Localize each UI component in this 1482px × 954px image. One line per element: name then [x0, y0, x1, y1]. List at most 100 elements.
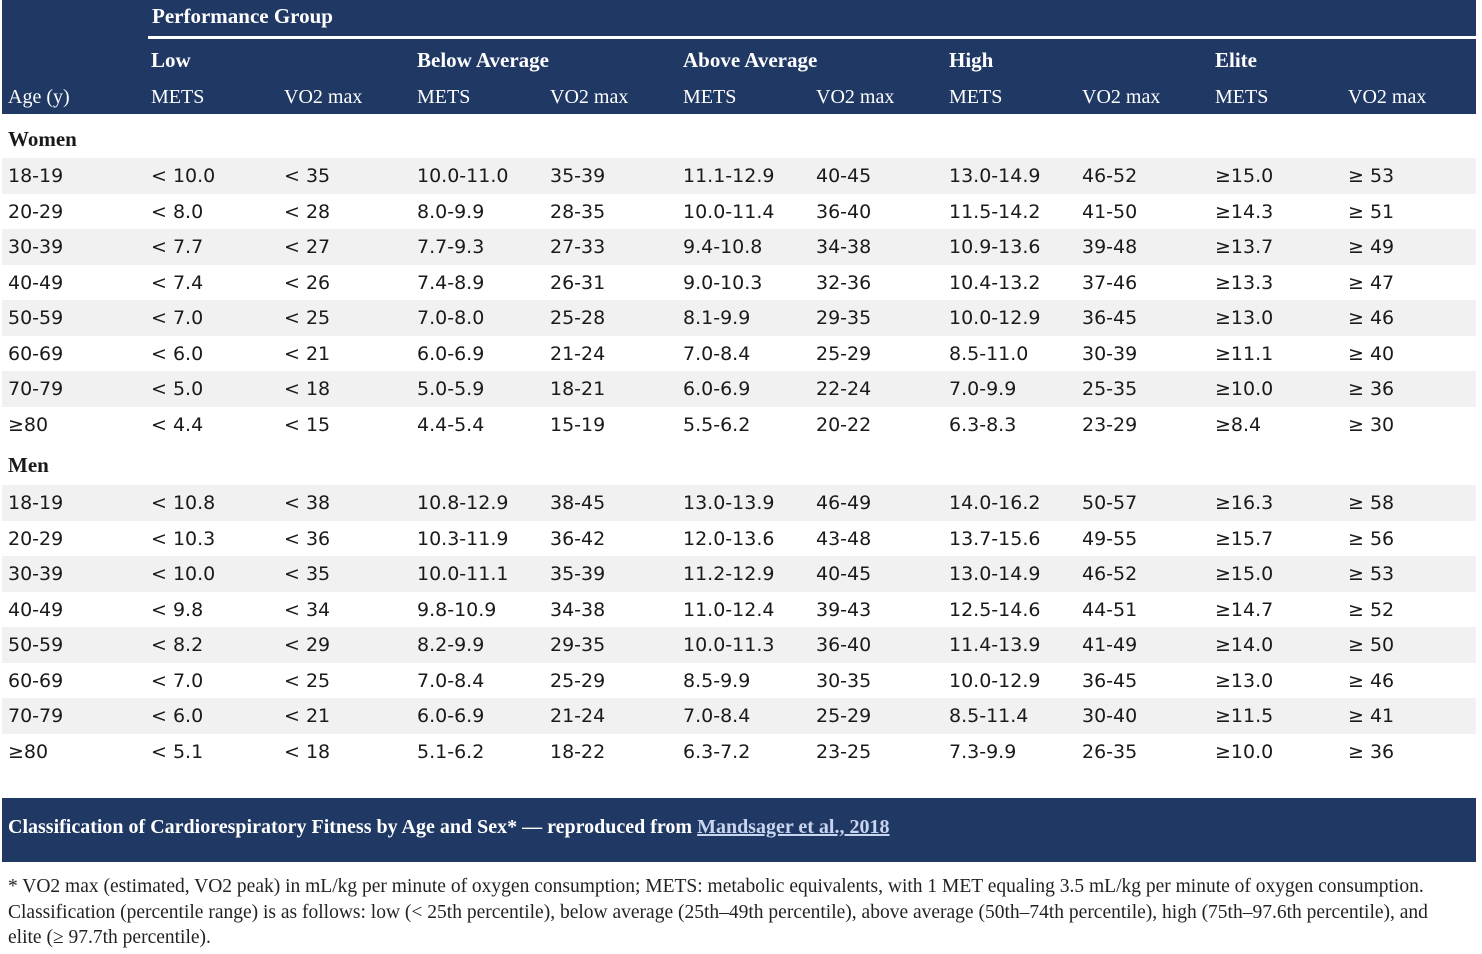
cell-age: 30-39 — [8, 236, 64, 258]
cell-below-avg-vo2: 21-24 — [550, 705, 606, 727]
cell-low-vo2: < 21 — [284, 705, 331, 727]
cell-high-mets: 13.0-14.9 — [949, 165, 1041, 187]
cell-high-vo2: 46-52 — [1082, 563, 1138, 585]
cell-below-avg-mets: 5.1-6.2 — [417, 740, 485, 763]
section-label-women: Women — [8, 127, 77, 151]
cell-age: 20-29 — [8, 527, 64, 550]
cell-high-mets: 6.3-8.3 — [949, 413, 1017, 436]
cell-high-mets: 12.5-14.6 — [949, 598, 1041, 621]
cell-low-vo2: < 29 — [284, 634, 331, 656]
cell-high-vo2: 26-35 — [1082, 740, 1138, 763]
cell-above-avg-mets: 7.0-8.4 — [683, 705, 751, 727]
cell-below-avg-mets: 8.0-9.9 — [417, 200, 485, 223]
cell-elite-mets: ≥15.7 — [1215, 527, 1274, 550]
cell-low-mets: < 7.4 — [151, 271, 204, 294]
cell-high-mets: 13.7-15.6 — [949, 527, 1041, 550]
cell-low-vo2: < 38 — [284, 492, 331, 514]
cell-below-avg-vo2: 25-28 — [550, 307, 606, 329]
cell-above-avg-vo2: 25-29 — [816, 342, 872, 365]
cell-above-avg-vo2: 22-24 — [816, 378, 872, 400]
cell-elite-mets: ≥13.0 — [1215, 669, 1274, 692]
cell-low-mets: < 10.8 — [151, 492, 216, 514]
section-women: Women — [2, 116, 1476, 158]
cell-above-avg-mets: 9.0-10.3 — [683, 271, 763, 294]
table-row: 18-19 < 10.8 < 38 10.8-12.9 38-45 13.0-13.9 46… — [2, 485, 1476, 521]
cell-elite-vo2: ≥ 46 — [1348, 669, 1395, 692]
cell-above-avg-mets: 5.5-6.2 — [683, 413, 751, 436]
caption-title: Classification of Cardiorespiratory Fitn… — [8, 816, 698, 838]
cell-below-avg-mets: 6.0-6.9 — [417, 342, 485, 365]
cell-above-avg-mets: 13.0-13.9 — [683, 492, 775, 514]
cell-elite-vo2: ≥ 58 — [1348, 492, 1395, 514]
table-row: ≥80 < 5.1 < 18 5.1-6.2 18-22 6.3-7.2 23-25 7.3-… — [2, 734, 1476, 770]
cell-above-avg-mets: 12.0-13.6 — [683, 527, 775, 550]
mets-header: METS — [949, 86, 1003, 108]
cell-age: 18-19 — [8, 165, 64, 187]
cell-low-vo2: < 25 — [284, 307, 331, 329]
cell-above-avg-mets: 10.0-11.3 — [683, 634, 775, 656]
cell-elite-mets: ≥13.0 — [1215, 307, 1274, 329]
cell-high-mets: 10.0-12.9 — [949, 307, 1041, 329]
cell-low-mets: < 9.8 — [151, 598, 204, 621]
cell-low-vo2: < 34 — [284, 598, 331, 621]
cell-high-vo2: 39-48 — [1082, 236, 1138, 258]
table-row: ≥80 < 4.4 < 15 4.4-5.4 15-19 5.5-6.2 20-22 6.3-… — [2, 407, 1476, 443]
cell-high-vo2: 30-40 — [1082, 705, 1138, 727]
cell-age: 40-49 — [8, 598, 64, 621]
cell-below-avg-vo2: 36-42 — [550, 527, 606, 550]
cell-elite-mets: ≥15.0 — [1215, 165, 1274, 187]
mets-header: METS — [683, 86, 737, 108]
cell-below-avg-vo2: 15-19 — [550, 413, 606, 436]
cell-elite-mets: ≥14.7 — [1215, 598, 1274, 621]
cell-below-avg-vo2: 18-22 — [550, 740, 606, 763]
cell-age: 18-19 — [8, 492, 64, 514]
cell-elite-vo2: ≥ 30 — [1348, 413, 1395, 436]
cell-low-vo2: < 25 — [284, 669, 331, 692]
cell-elite-vo2: ≥ 53 — [1348, 165, 1395, 187]
cell-below-avg-mets: 10.3-11.9 — [417, 527, 509, 550]
cell-low-mets: < 5.1 — [151, 740, 204, 763]
table-row: 50-59 < 7.0 < 25 7.0-8.0 25-28 8.1-9.9 29-35 10… — [2, 300, 1476, 336]
cell-elite-mets: ≥10.0 — [1215, 740, 1274, 763]
vo2-header: VO2 max — [284, 86, 363, 108]
cell-elite-vo2: ≥ 50 — [1348, 634, 1395, 656]
cell-low-mets: < 6.0 — [151, 342, 204, 365]
cell-high-vo2: 30-39 — [1082, 342, 1138, 365]
table-row: 40-49 < 7.4 < 26 7.4-8.9 26-31 9.0-10.3 32-36 1… — [2, 265, 1476, 301]
cell-above-avg-mets: 6.3-7.2 — [683, 740, 751, 763]
cell-age: 30-39 — [8, 563, 64, 585]
cell-low-mets: < 7.0 — [151, 669, 204, 692]
cell-elite-vo2: ≥ 36 — [1348, 378, 1395, 400]
cell-low-vo2: < 15 — [284, 413, 331, 436]
cell-above-avg-vo2: 39-43 — [816, 598, 872, 621]
cell-high-mets: 10.4-13.2 — [949, 271, 1041, 294]
cell-low-vo2: < 35 — [284, 165, 331, 187]
cell-high-vo2: 37-46 — [1082, 271, 1138, 294]
cell-low-vo2: < 35 — [284, 563, 331, 585]
table-row: 60-69 < 6.0 < 21 6.0-6.9 21-24 7.0-8.4 25-29 8.… — [2, 336, 1476, 372]
citation-link[interactable]: Mandsager et al., 2018 — [697, 816, 890, 838]
cell-age: ≥80 — [8, 413, 49, 436]
cell-above-avg-mets: 7.0-8.4 — [683, 342, 751, 365]
cell-above-avg-vo2: 32-36 — [816, 271, 872, 294]
cell-elite-vo2: ≥ 51 — [1348, 200, 1395, 223]
cell-elite-mets: ≥11.1 — [1215, 342, 1274, 365]
cell-high-mets: 11.5-14.2 — [949, 200, 1041, 223]
cell-low-mets: < 5.0 — [151, 378, 204, 400]
performance-group-label: Performance Group — [152, 4, 333, 28]
cell-below-avg-mets: 10.0-11.1 — [417, 563, 509, 585]
cell-above-avg-vo2: 20-22 — [816, 413, 872, 436]
cell-below-avg-vo2: 21-24 — [550, 342, 606, 365]
group-above-average: Above Average — [683, 48, 818, 72]
cell-below-avg-vo2: 28-35 — [550, 200, 606, 223]
cell-below-avg-mets: 7.7-9.3 — [417, 236, 485, 258]
cell-high-vo2: 25-35 — [1082, 378, 1138, 400]
cell-high-mets: 13.0-14.9 — [949, 563, 1041, 585]
cell-above-avg-vo2: 25-29 — [816, 705, 872, 727]
group-high: High — [949, 48, 994, 72]
cell-below-avg-mets: 7.0-8.4 — [417, 669, 485, 692]
cell-above-avg-vo2: 40-45 — [816, 563, 872, 585]
table-row: 20-29 < 8.0 < 28 8.0-9.9 28-35 10.0-11.4 36-40… — [2, 194, 1476, 230]
cell-elite-mets: ≥14.3 — [1215, 200, 1274, 223]
table-header: Performance Group Low Below Average Abov… — [2, 0, 1476, 114]
